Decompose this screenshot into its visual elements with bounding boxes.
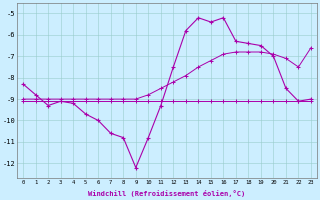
X-axis label: Windchill (Refroidissement éolien,°C): Windchill (Refroidissement éolien,°C) (88, 190, 246, 197)
